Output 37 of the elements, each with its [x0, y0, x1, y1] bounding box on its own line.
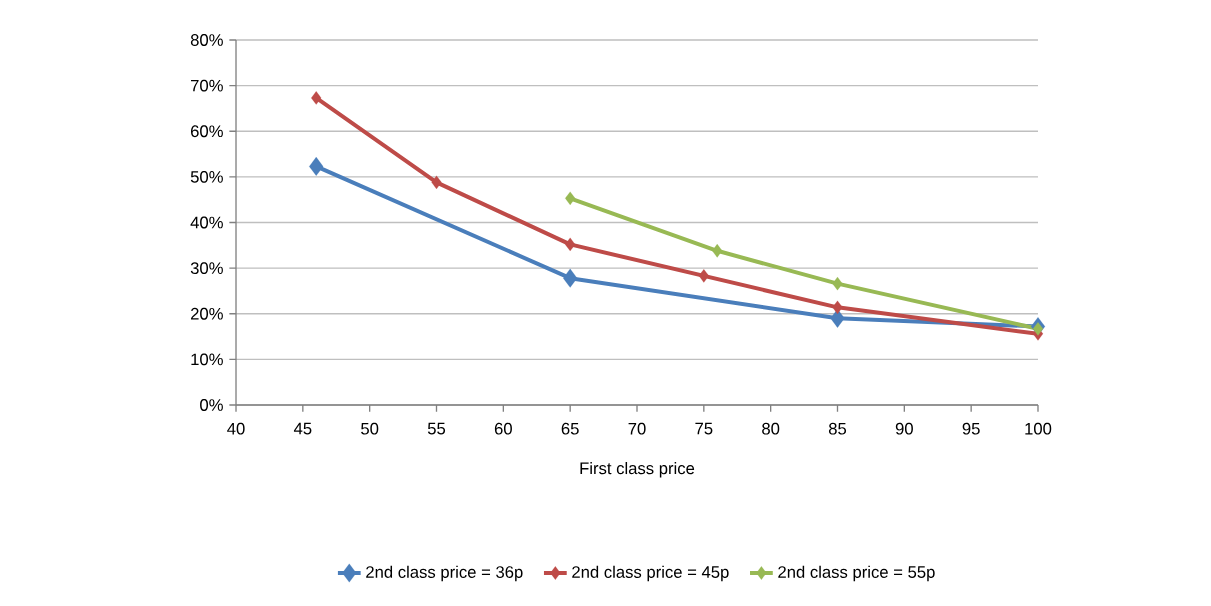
y-tick-label: 40%	[190, 216, 223, 229]
x-tick-label: 60	[494, 422, 512, 435]
legend-label: 2nd class price = 36p	[366, 565, 523, 582]
y-tick-label: 60%	[191, 125, 223, 138]
y-tick-label: 30%	[190, 262, 223, 275]
x-tick-label: 75	[695, 422, 713, 435]
x-tick-label: 50	[361, 422, 379, 435]
point	[832, 300, 843, 315]
point	[563, 268, 578, 288]
x-tick-label: 65	[561, 422, 579, 435]
y-tick-label: 20%	[191, 307, 223, 320]
x-tick-label: 90	[895, 422, 913, 435]
point	[698, 269, 709, 283]
y-tick-label: 0%	[200, 399, 223, 411]
point	[431, 175, 442, 190]
x-tick-label: 40	[227, 422, 245, 435]
legend-label: 2nd class price = 45p	[572, 565, 729, 582]
point	[712, 244, 723, 258]
point	[311, 91, 322, 105]
x-tick-label: 55	[427, 422, 446, 435]
point	[832, 276, 843, 291]
point	[565, 237, 576, 252]
legend-label: 2nd class price = 55p	[778, 565, 935, 582]
x-tick-label: 95	[962, 422, 980, 435]
x-tick-label: 70	[628, 422, 646, 435]
y-tick-label: 50%	[190, 170, 223, 183]
x-axis-title: First class price	[580, 461, 695, 478]
y-tick-label: 70%	[191, 79, 223, 92]
y-tick-label: 10%	[191, 353, 223, 366]
x-tick-label: 45	[293, 422, 312, 435]
x-tick-label: 85	[828, 422, 847, 435]
y-tick-label: 80%	[190, 34, 223, 46]
point	[1032, 322, 1044, 336]
x-tick-label: 80	[762, 422, 780, 435]
point	[309, 156, 324, 176]
point	[565, 191, 576, 206]
x-tick-label: 100	[1025, 422, 1052, 435]
